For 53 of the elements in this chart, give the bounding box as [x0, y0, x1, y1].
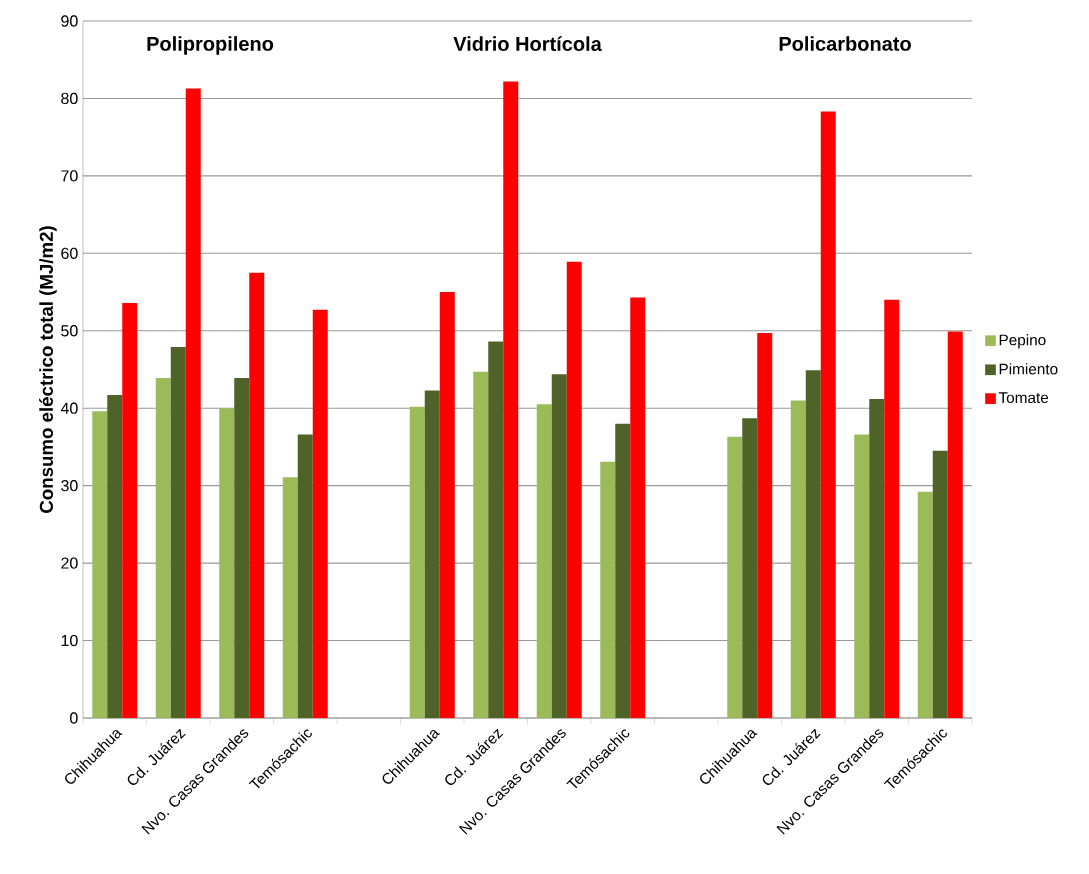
- annotation: Vidrio Hortícola: [453, 36, 602, 52]
- y-tick-label: 70: [61, 170, 78, 182]
- bar: [742, 418, 758, 718]
- y-tick-label: 30: [61, 480, 78, 492]
- bar: [424, 390, 440, 718]
- bar: [805, 370, 821, 718]
- bar: [170, 347, 186, 718]
- bar: [473, 371, 489, 718]
- bar: [727, 436, 743, 718]
- bar: [932, 450, 948, 718]
- bar: [854, 434, 870, 718]
- bar: [757, 333, 773, 718]
- bar: [566, 261, 582, 718]
- legend-label: Pimiento: [999, 363, 1058, 375]
- bar: [884, 299, 900, 718]
- bar: [234, 378, 250, 718]
- bar: [615, 423, 631, 718]
- bar: [488, 341, 504, 718]
- y-tick-label: 10: [61, 634, 78, 647]
- y-tick-label: 50: [61, 325, 78, 337]
- annotation: Polipropileno: [147, 36, 274, 55]
- annotation: Policarbonato: [779, 36, 911, 51]
- bar: [551, 374, 567, 718]
- legend-label: Tomate: [998, 392, 1049, 404]
- bar: [820, 111, 836, 718]
- bar: [122, 302, 138, 718]
- legend-label: Pepino: [999, 334, 1046, 349]
- y-tick-label: 0: [70, 712, 78, 724]
- y-tick-label: 40: [60, 402, 78, 414]
- bar: [297, 434, 313, 718]
- bar: [439, 292, 455, 718]
- bar: [107, 395, 123, 718]
- bar: [917, 491, 933, 718]
- bar: [409, 406, 425, 718]
- bar: [155, 378, 171, 718]
- bar: [185, 88, 201, 718]
- bar: [219, 408, 235, 718]
- bar: [503, 81, 519, 718]
- bar: [630, 297, 646, 718]
- bar: [947, 331, 963, 718]
- bar: [249, 272, 265, 718]
- bar: [869, 398, 885, 718]
- bar: [600, 461, 616, 718]
- bar: [790, 400, 806, 718]
- y-tick-label: 60: [61, 247, 78, 259]
- bar: [92, 411, 108, 718]
- y-axis-title: Consumo eléctrico total (MJ/m2): [39, 226, 57, 513]
- y-tick-label: 20: [61, 557, 78, 569]
- bar: [312, 309, 328, 718]
- y-tick-label: 90: [61, 15, 78, 27]
- bar: [282, 477, 298, 718]
- y-tick-label: 80: [61, 92, 78, 105]
- bar: [536, 404, 552, 718]
